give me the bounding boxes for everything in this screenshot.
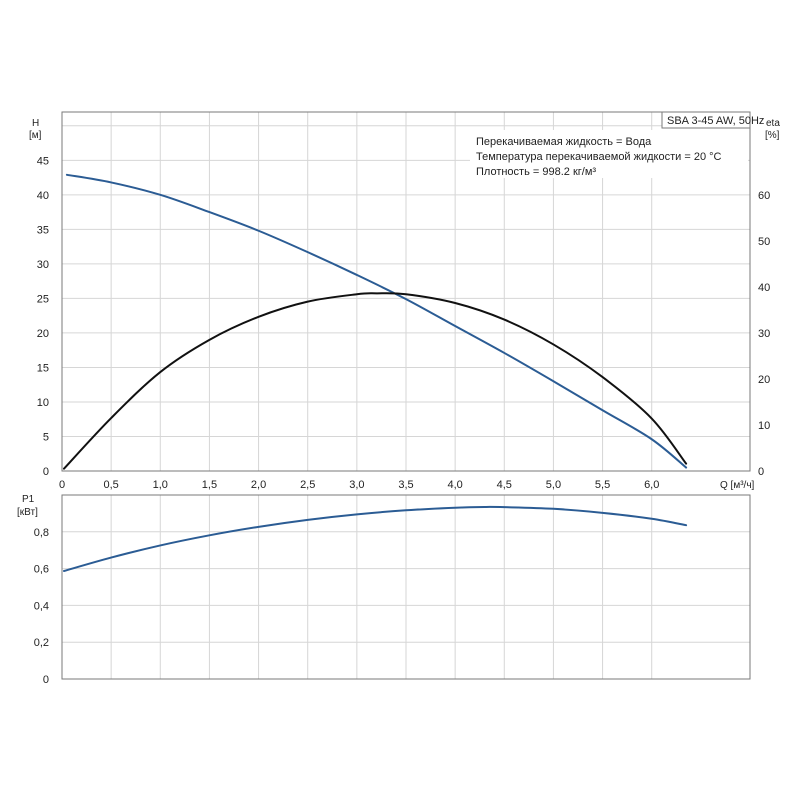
x-tick-label: 6,0 [644, 479, 659, 491]
y-tick-label: 0,4 [34, 600, 49, 612]
y2-tick-label: 0 [758, 466, 764, 478]
y-tick-label: 30 [37, 259, 49, 271]
x-tick-label: 0 [59, 479, 65, 491]
efficiency-axis-ticks: 0 10 20 30 40 50 60 [758, 190, 770, 478]
y-tick-label: 35 [37, 224, 49, 236]
y2-tick-label: 30 [758, 328, 770, 340]
y-tick-label: 0,6 [34, 564, 49, 576]
power-axis-ticks: 0 0,2 0,4 0,6 0,8 [34, 527, 49, 686]
y2-tick-label: 10 [758, 420, 770, 432]
x-tick-label: 5,5 [595, 479, 610, 491]
y-tick-label: 0 [43, 674, 49, 686]
top-series [62, 173, 688, 470]
x-tick-label: 4,5 [497, 479, 512, 491]
top-plot-frame [61, 111, 751, 472]
y2-tick-label: 50 [758, 236, 770, 248]
y-tick-label: 0 [43, 466, 49, 478]
y-tick-label: 0,2 [34, 637, 49, 649]
y-tick-label: 45 [37, 155, 49, 167]
power-axis-symbol: P1 [22, 494, 35, 505]
y2-tick-label: 60 [758, 190, 770, 202]
bottom-plot-frame [61, 494, 751, 680]
x-tick-label: 2,5 [300, 479, 315, 491]
x-tick-label: 5,0 [546, 479, 561, 491]
info-box: SBA 3-45 AW, 50Hz Перекачиваемая жидкост… [470, 111, 764, 178]
y-tick-label: 15 [37, 362, 49, 374]
flow-axis-ticks: 0 0,5 1,0 1,5 2,0 2,5 3,0 3,5 4,0 4,5 5,0 5,5 6,0 [59, 479, 659, 491]
annotation-backdrop [470, 130, 748, 178]
head-axis-symbol: H [32, 118, 39, 129]
head-axis-ticks: 0 5 10 15 20 25 30 35 40 45 [37, 155, 49, 478]
title-box [661, 111, 751, 129]
x-tick-label: 3,0 [349, 479, 364, 491]
x-tick-label: 1,5 [202, 479, 217, 491]
y2-tick-label: 40 [758, 282, 770, 294]
flow-axis-label: Q [м³/ч] [720, 480, 755, 491]
bottom-grid [61, 494, 750, 680]
head-efficiency-panel: SBA 3-45 AW, 50Hz Перекачиваемая жидкост… [29, 111, 780, 491]
head-axis-unit: [м] [29, 130, 42, 141]
x-tick-label: 1,0 [153, 479, 168, 491]
y-tick-label: 0,8 [34, 527, 49, 539]
y-tick-label: 25 [37, 293, 49, 305]
power-curve [62, 505, 688, 572]
efficiency-axis-unit: [%] [765, 130, 780, 141]
annotation-temperature: Температура перекачиваемой жидкости = 20… [476, 151, 722, 163]
bottom-series [62, 505, 688, 572]
x-tick-label: 0,5 [103, 479, 118, 491]
y-tick-label: 20 [37, 328, 49, 340]
y-tick-label: 40 [37, 190, 49, 202]
efficiency-axis-symbol: eta [766, 118, 780, 129]
x-tick-label: 3,5 [398, 479, 413, 491]
y-tick-label: 5 [43, 431, 49, 443]
chart-title: SBA 3-45 AW, 50Hz [667, 115, 764, 127]
x-tick-label: 2,0 [251, 479, 266, 491]
power-axis-unit: [кВт] [17, 507, 38, 518]
power-panel: 0 0,2 0,4 0,6 0,8 P1 [кВт] [17, 494, 751, 686]
y2-tick-label: 20 [758, 374, 770, 386]
y-tick-label: 10 [37, 397, 49, 409]
annotation-density: Плотность = 998.2 кг/м³ [476, 166, 596, 178]
head-curve [65, 173, 688, 469]
annotation-fluid: Перекачиваемая жидкость = Вода [476, 136, 652, 148]
x-tick-label: 4,0 [447, 479, 462, 491]
efficiency-curve [62, 292, 688, 470]
